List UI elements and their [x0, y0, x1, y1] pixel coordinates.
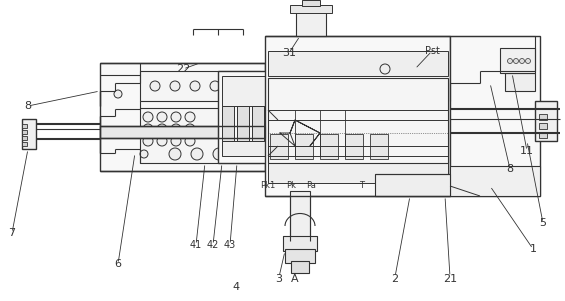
Bar [222, 76, 269, 106]
Circle shape [380, 64, 390, 74]
Bar [100, 126, 265, 138]
Bar [345, 134, 363, 159]
Bar [270, 134, 288, 159]
Circle shape [157, 136, 167, 146]
Bar [539, 114, 547, 120]
Circle shape [143, 112, 153, 122]
Bar [535, 101, 557, 141]
Bar [290, 5, 332, 13]
Text: 7: 7 [8, 228, 16, 238]
Text: A: A [291, 274, 299, 284]
Text: T: T [359, 182, 364, 191]
Circle shape [519, 58, 524, 64]
Bar [539, 123, 547, 129]
Circle shape [185, 112, 195, 122]
Circle shape [525, 58, 531, 64]
Bar [237, 106, 249, 141]
Circle shape [171, 136, 181, 146]
Circle shape [114, 90, 122, 98]
Text: 8: 8 [24, 101, 32, 111]
Bar [222, 106, 234, 141]
Circle shape [140, 150, 148, 158]
Bar [268, 78, 448, 163]
Bar [22, 130, 27, 134]
Bar [22, 136, 27, 140]
Text: 11: 11 [520, 146, 534, 156]
Circle shape [213, 148, 225, 160]
Text: 4: 4 [232, 282, 240, 292]
Bar [218, 71, 273, 163]
Circle shape [190, 81, 200, 91]
Bar [283, 236, 317, 251]
Bar [290, 191, 310, 241]
Text: 42: 42 [207, 240, 219, 250]
Bar [505, 73, 535, 91]
Text: 6: 6 [115, 259, 121, 269]
Text: 41: 41 [190, 240, 202, 250]
Circle shape [157, 112, 167, 122]
Circle shape [191, 148, 203, 160]
Text: 2: 2 [392, 274, 398, 284]
Bar [320, 134, 338, 159]
Bar [285, 249, 315, 263]
Bar [450, 36, 540, 196]
Bar [268, 51, 448, 76]
Bar [295, 134, 313, 159]
Bar [22, 142, 27, 146]
Circle shape [157, 124, 167, 134]
Text: 31: 31 [282, 48, 296, 58]
Bar [500, 48, 535, 73]
Circle shape [143, 136, 153, 146]
Bar [140, 108, 260, 163]
Text: Pk: Pk [286, 182, 296, 191]
Circle shape [171, 112, 181, 122]
Text: 3: 3 [276, 274, 282, 284]
Circle shape [185, 136, 195, 146]
Text: 1: 1 [529, 244, 537, 254]
Text: 21: 21 [443, 274, 457, 284]
Bar [268, 163, 448, 183]
Circle shape [143, 124, 153, 134]
Bar [302, 0, 320, 6]
Text: Pa: Pa [306, 182, 316, 191]
Circle shape [170, 81, 180, 91]
Text: Pk1: Pk1 [260, 182, 276, 191]
Bar [265, 36, 450, 196]
Text: 8: 8 [506, 164, 514, 174]
Circle shape [210, 81, 220, 91]
Bar [370, 134, 388, 159]
Text: 5: 5 [540, 218, 546, 228]
Bar [22, 124, 27, 128]
Circle shape [185, 124, 195, 134]
Text: Pst: Pst [424, 46, 440, 56]
Circle shape [514, 58, 519, 64]
Bar [539, 132, 547, 138]
Bar [252, 106, 264, 141]
Circle shape [169, 148, 181, 160]
Text: 22: 22 [176, 64, 190, 74]
Bar [222, 141, 269, 156]
Bar [375, 174, 450, 196]
Text: 43: 43 [224, 240, 236, 250]
Bar [22, 119, 36, 149]
Bar [296, 11, 326, 36]
Bar [100, 63, 265, 171]
Circle shape [171, 124, 181, 134]
Circle shape [507, 58, 512, 64]
Bar [450, 166, 540, 196]
Circle shape [150, 81, 160, 91]
Bar [291, 261, 309, 273]
Bar [140, 71, 260, 101]
